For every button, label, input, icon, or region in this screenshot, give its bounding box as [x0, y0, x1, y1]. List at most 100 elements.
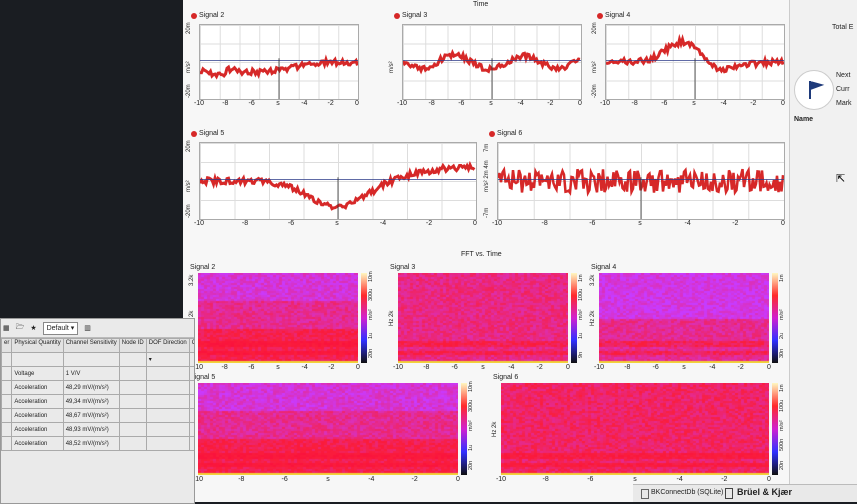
row-index [2, 367, 12, 381]
signal-trace [498, 143, 784, 219]
channel-sensitivity-cell: 48,29 mV/(m/s²) [63, 381, 119, 395]
columns-icon[interactable]: ▥ [84, 324, 91, 332]
spectrogram[interactable] [501, 383, 769, 475]
colorbar-label: 30n [779, 349, 785, 358]
spectrogram[interactable] [599, 273, 769, 363]
x-tick-label: 0 [566, 364, 570, 371]
column-header[interactable]: Cor ID [189, 339, 195, 353]
panel-title-label: Signal 4 [591, 264, 616, 271]
colorbar-label: 1m [779, 384, 785, 392]
x-tick-label: -4 [508, 364, 514, 371]
x-tick-label: s [481, 364, 485, 371]
colorbar [461, 383, 467, 475]
x-tick-label: -6 [661, 100, 667, 107]
x-tick-label: 0 [767, 364, 771, 371]
spectrogram[interactable] [198, 383, 458, 475]
empty-cell [189, 437, 195, 451]
x-tick-label: -10 [496, 476, 506, 483]
spectrogram[interactable] [398, 273, 568, 363]
time-plot[interactable] [199, 24, 359, 100]
y-axis-label: Hz 2k [492, 422, 498, 437]
time-panel-5: Signal 5 20m m/s² -20m -10 -8 -6 s -4 -2 0 [183, 130, 481, 240]
x-tick-label: 0 [767, 476, 771, 483]
colorbar-label: 10m [368, 271, 374, 282]
x-tick-label: -6 [653, 364, 659, 371]
grid-icon[interactable]: ▦ [3, 324, 10, 332]
x-tick-label: -10 [600, 100, 610, 107]
time-plot[interactable] [402, 24, 582, 100]
physical-quantity-cell: Acceleration [12, 437, 63, 451]
y-top-label: 7m [484, 144, 490, 152]
x-tick-label: 0 [356, 364, 360, 371]
panel-title-label: Signal 3 [402, 12, 427, 19]
time-plot[interactable] [497, 142, 785, 220]
column-header[interactable]: Physical Quantity [12, 339, 63, 353]
preset-dropdown[interactable]: Default ▾ [43, 322, 79, 335]
x-tick-label: -6 [249, 100, 255, 107]
fft-panel-2: Signal 210m300um/s²1u20nHz 2k3.2k-10-8-6… [188, 264, 378, 372]
row-index [2, 409, 12, 423]
column-header[interactable]: Channel Sensitivity [63, 339, 119, 353]
x-tick-label: -2 [426, 220, 432, 227]
colorbar-label: 300u [368, 289, 374, 301]
table-row[interactable]: Acceleration 48,52 mV/(m/s²) [2, 437, 196, 451]
panel-title: Signal 2 [190, 264, 215, 271]
x-tick-label: -8 [222, 364, 228, 371]
panel-title: Signal 6 [493, 374, 518, 381]
table-row[interactable]: Acceleration 49,34 mV/(m/s²) [2, 395, 196, 409]
panel-title-label: Signal 5 [199, 130, 224, 137]
x-tick-label: -2 [547, 100, 553, 107]
x-tick-label: s [276, 364, 280, 371]
signal-dot [191, 131, 197, 137]
x-tick-label: -6 [452, 364, 458, 371]
panel-title-label: Signal 2 [199, 12, 224, 19]
x-tick-label: -8 [543, 476, 549, 483]
x-tick-label: -10 [492, 220, 502, 227]
panel-title-label: Signal 6 [493, 374, 518, 381]
column-header[interactable]: Node ID [119, 339, 146, 353]
mark-label[interactable]: Mark [836, 100, 852, 107]
fft-panel-5: Signal 510m300um/s²1u20nHz 2k-10-8-6s-4-… [188, 374, 478, 484]
spectrogram[interactable] [198, 273, 358, 363]
x-tick-label: -6 [458, 100, 464, 107]
dof-direction-filter[interactable]: ▾ [146, 353, 189, 367]
y-unit-label: m/s² [186, 61, 192, 73]
x-tick-label: s [335, 220, 339, 227]
spectrogram-canvas [398, 273, 568, 363]
next-label[interactable]: Next [836, 72, 850, 79]
brand-logo: Brüel & Kjær [737, 487, 792, 497]
right-side-panel: Total E Next Curr Mark Name ⇱ [789, 0, 857, 502]
empty-cell [189, 409, 195, 423]
empty-cell [146, 367, 189, 381]
colorbar-label: 300u [468, 399, 474, 411]
x-tick-label: -10 [194, 220, 204, 227]
folder-icon[interactable]: 🗁 [16, 323, 25, 334]
table-row[interactable]: Acceleration 48,29 mV/(m/s²) [2, 381, 196, 395]
x-tick-label: -6 [288, 220, 294, 227]
star-icon[interactable]: ★ [30, 324, 36, 332]
table-row[interactable]: Acceleration 48,67 mV/(m/s²) [2, 409, 196, 423]
y-top-label: 20m [186, 22, 192, 34]
table-row[interactable]: Acceleration 48,93 mV/(m/s²) [2, 423, 196, 437]
x-tick-label: -6 [587, 476, 593, 483]
spectrogram-canvas [198, 383, 458, 475]
current-label[interactable]: Curr [836, 86, 850, 93]
panel-title-label: Signal 2 [190, 264, 215, 271]
time-plot[interactable] [605, 24, 785, 100]
column-header[interactable]: er [2, 339, 12, 353]
x-tick-label: 0 [781, 100, 785, 107]
x-tick-label: -2 [412, 476, 418, 483]
column-header[interactable]: DOF Direction [146, 339, 189, 353]
time-plot[interactable] [199, 142, 477, 220]
x-tick-label: -2 [328, 364, 334, 371]
time-panel-3: Signal 3 m/s² -10 -8 -6 s -4 -2 0 [386, 12, 586, 120]
table-row[interactable]: Voltage 1 V/V [2, 367, 196, 381]
marker-flag-button[interactable] [794, 70, 834, 110]
x-tick-label: 0 [456, 476, 460, 483]
colorbar-label: 20n [468, 461, 474, 470]
row-index [2, 395, 12, 409]
x-tick-label: -6 [248, 364, 254, 371]
fft-panel-3: Signal 3 1m 100u m/s² 1u 9n Hz 2k -10 -8 -6 s -4 -2 0 [388, 264, 588, 372]
name-column-header: Name [794, 116, 813, 123]
signal-trace [606, 25, 784, 99]
